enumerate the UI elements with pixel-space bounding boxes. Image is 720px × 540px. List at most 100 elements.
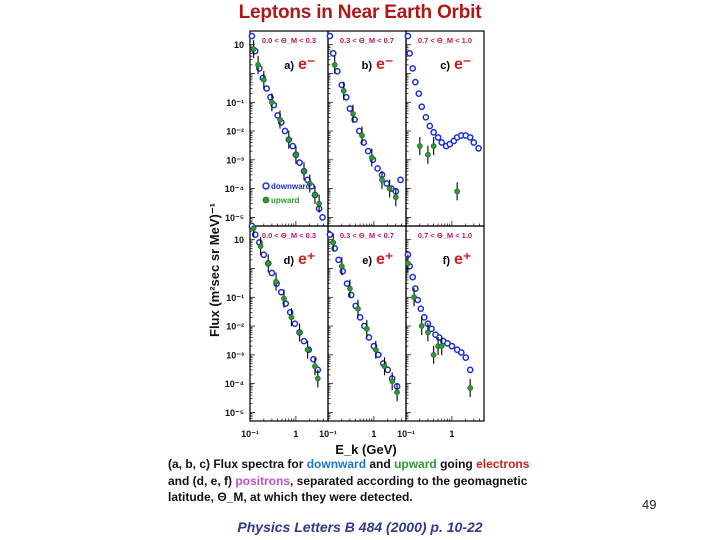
upward-point (372, 346, 379, 353)
panel-letter: a) (284, 60, 294, 72)
upward-point (467, 385, 474, 391)
caption-text: , separated according to the geomagnetic (290, 473, 528, 488)
upward-point (314, 375, 321, 382)
upward-point (363, 325, 370, 332)
panel-letter: e) (362, 255, 372, 267)
downward-point (409, 273, 417, 281)
upward-point (316, 200, 322, 207)
upward-point (338, 263, 345, 270)
panel-letter: b) (362, 60, 373, 72)
downward-point (342, 93, 350, 101)
caption-text: going (436, 457, 477, 471)
panel-d: 0.0 < Θ_M < 0.3 d) e⁺ (248, 222, 329, 422)
x-tick-label: 10⁻¹ (397, 429, 415, 439)
panel-b: 0.3 < Θ_M < 0.7 b) e⁻ (326, 30, 407, 227)
particle-label: e⁻ (376, 56, 393, 73)
downward-point (383, 180, 391, 187)
downward-point (438, 139, 446, 146)
upward-point (285, 136, 292, 143)
caption-text: (a, b, c) Flux spectra for (168, 457, 307, 471)
panel-letter: d) (284, 255, 295, 267)
legend-downward-marker (262, 182, 270, 190)
y-axis-label: Flux (m²sec sr MeV)⁻¹ (207, 203, 222, 337)
x-tick-label: 10⁻¹ (319, 429, 337, 439)
upward-point (368, 154, 375, 161)
range-label: 0.3 < Θ_M < 0.7 (340, 36, 394, 45)
caption-electrons: electrons (476, 457, 530, 471)
panel-c: 0.7 < Θ_M < 1.0 c) e⁻ (404, 30, 485, 227)
panel-letter: c) (440, 60, 450, 72)
upward-point (405, 260, 411, 267)
y-tick-label: 10⁻³ (226, 350, 244, 360)
range-label: 0.3 < Θ_M < 0.7 (340, 231, 394, 240)
upward-point (255, 61, 261, 68)
upward-point (288, 314, 295, 321)
downward-point (448, 342, 456, 350)
downward-point (291, 320, 299, 328)
downward-point (434, 134, 442, 141)
upward-point (331, 61, 338, 68)
downward-point (364, 147, 372, 155)
downward-point (406, 50, 413, 57)
panel-letter: f) (443, 255, 451, 267)
downward-point (338, 81, 346, 89)
downward-point (281, 127, 289, 135)
x-axis-label: E_k (GeV) (335, 442, 396, 457)
downward-point (457, 349, 465, 356)
x-tick-label: 1 (371, 429, 376, 439)
downward-point (346, 105, 354, 112)
upward-point (350, 110, 356, 117)
downward-point (375, 351, 382, 359)
upward-point (312, 363, 318, 370)
upward-point (312, 192, 318, 198)
downward-point (326, 32, 334, 40)
downward-point (296, 159, 303, 166)
upward-point (392, 194, 399, 201)
legend-downward-label: downward (271, 182, 311, 191)
upward-point (304, 346, 311, 353)
downward-point (329, 50, 337, 57)
upward-point (355, 305, 361, 312)
downward-point (417, 305, 425, 313)
upward-point (381, 363, 388, 370)
upward-point (277, 116, 283, 123)
figure-title: Leptons in Near Earth Orbit (238, 2, 482, 23)
upward-point (281, 295, 287, 302)
downward-point (426, 122, 434, 130)
particle-label: e⁺ (376, 251, 393, 268)
downward-point (334, 67, 341, 75)
upward-point (265, 260, 272, 267)
downward-point (374, 165, 381, 172)
y-tick-label: 10⁻⁵ (225, 408, 244, 418)
particle-label: e⁻ (454, 56, 471, 73)
caption-downward: downward (306, 457, 367, 471)
upward-point (260, 77, 267, 83)
panel-a: 0.0 < Θ_M < 0.3 a) e⁻ (248, 30, 329, 227)
range-label: 0.0 < Θ_M < 0.3 (262, 231, 316, 240)
x-tick-label: 1 (293, 429, 298, 439)
downward-point (420, 314, 428, 321)
downward-point (462, 354, 470, 361)
legend-upward-label: upward (271, 196, 300, 205)
downward-point (268, 269, 276, 277)
upward-point (425, 329, 431, 336)
upward-point (394, 389, 400, 396)
downward-point (343, 280, 351, 287)
y-tick-label: 10 (234, 40, 244, 50)
upward-point (416, 143, 423, 149)
y-tick-label: 10⁻⁵ (225, 213, 244, 223)
x-tick-label: 1 (449, 429, 454, 439)
chart-axes: 0.0 < Θ_M < 0.3a) e⁻0.3 < Θ_M < 0.7b) e⁻0.… (225, 30, 485, 439)
caption-positrons: positrons (235, 473, 291, 488)
upward-point (389, 378, 396, 385)
caption-text: and (d, e, f) (168, 473, 236, 488)
upward-point (306, 180, 313, 187)
upward-point (454, 188, 460, 195)
downward-point (475, 145, 482, 152)
downward-point (326, 231, 334, 239)
upward-point (418, 323, 425, 329)
y-tick-label: 10⁻² (226, 322, 244, 332)
upward-point (250, 46, 257, 53)
downward-point (248, 32, 256, 40)
reference-citation: Physics Letters B 484 (2000) p. 10-22 (237, 519, 483, 535)
